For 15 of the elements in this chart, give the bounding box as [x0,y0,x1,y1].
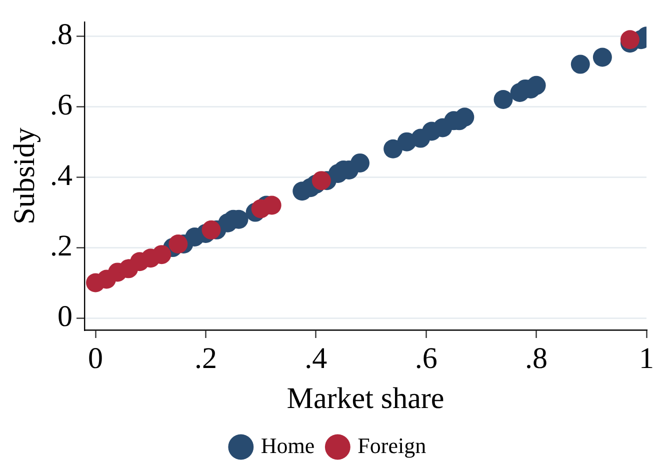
x-tick-label: 1 [639,342,654,375]
legend-label: Foreign [358,432,426,458]
x-tick-label: .4 [304,342,328,375]
x-tick-label: 0 [88,342,104,375]
x-tick-label: .2 [194,342,217,375]
x-axis-title: Market share [286,382,444,415]
y-tick-label: .2 [50,229,72,262]
y-tick-label: .8 [50,18,72,51]
y-axis-title: Subsidy [8,128,41,224]
x-tick-label: .8 [525,342,548,375]
y-tick-label: .6 [50,88,72,122]
legend-label: Home [260,432,315,458]
y-tick-label: 0 [58,300,72,333]
y-tick-label: .4 [50,158,72,192]
x-tick-label: .6 [414,342,438,375]
